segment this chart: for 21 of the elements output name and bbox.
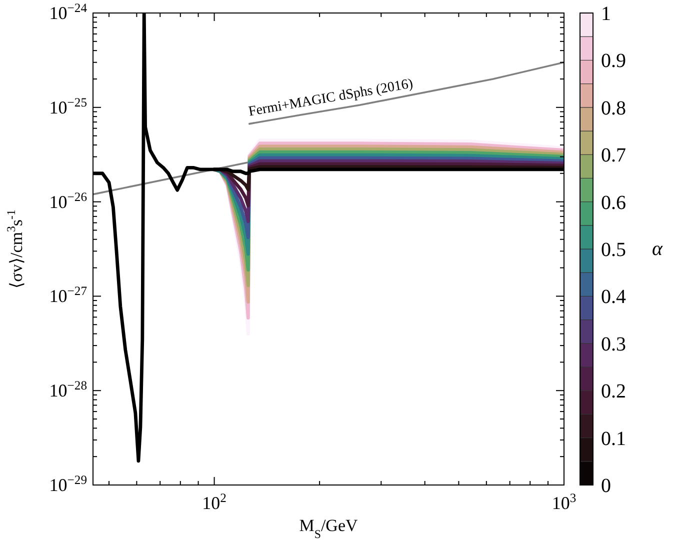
color-bar-label: 0.8: [601, 97, 626, 120]
color-bar-label: 0.9: [601, 50, 626, 72]
y-tick-label: 10$^{−28}$: [49, 378, 87, 401]
x-tick-label: 10$^{3}$: [552, 491, 576, 513]
color-bar-label: 0.3: [601, 333, 626, 356]
color-bar-label: 0.7: [601, 144, 626, 167]
x-tick-label: 10$^{2}$: [202, 491, 226, 513]
y-tick-label: 10$^{−27}$: [49, 284, 87, 306]
color-bar-label: 0.2: [601, 380, 626, 403]
color-bar-label: 0.1: [601, 428, 626, 450]
y-tick-label: 10$^{−26}$: [49, 190, 87, 212]
y-tick-label: 10$^{−24}$: [49, 1, 88, 23]
y-tick-label: 10$^{−29}$: [49, 473, 87, 495]
y-tick-label: 10$^{−25}$: [49, 95, 87, 118]
color-bar-label: 1: [601, 3, 611, 25]
color-bar-label: 0.6: [601, 192, 626, 214]
color-bar-label: 0.5: [601, 239, 626, 261]
x-axis-title: M$_{S}$/GeV: [299, 516, 359, 541]
color-bar-label: 0: [601, 475, 611, 497]
color-bar-title: α: [652, 238, 663, 260]
color-bar-label: 0.4: [601, 286, 626, 308]
